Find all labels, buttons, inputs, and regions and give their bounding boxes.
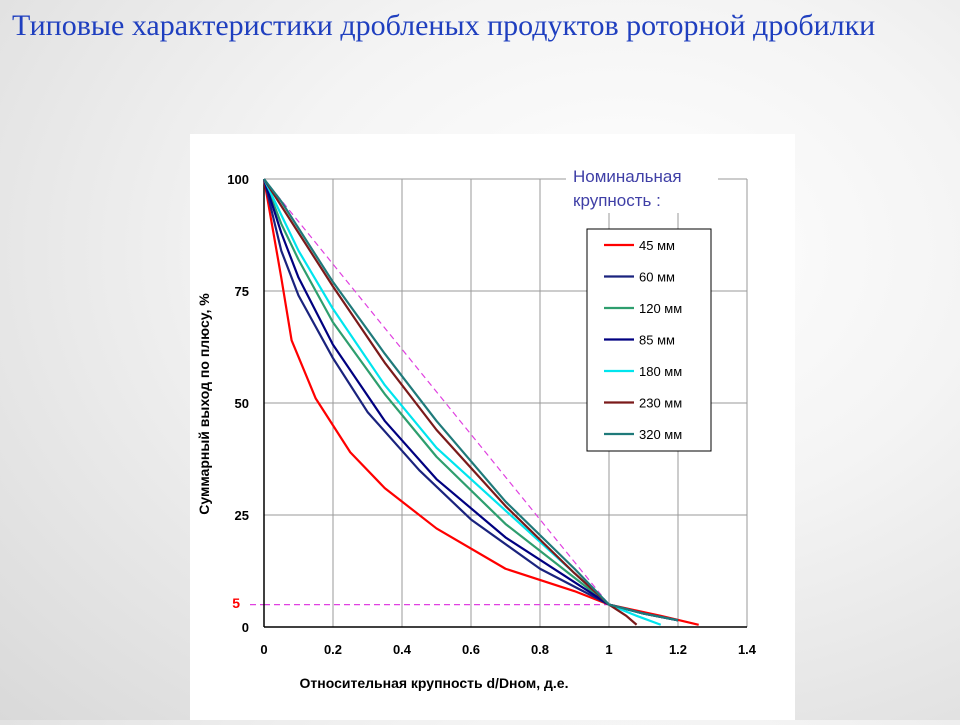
- x-tick-label: 0.6: [462, 642, 480, 657]
- slide-title: Типовые характеристики дробленых продукт…: [12, 9, 876, 42]
- x-tick-label: 0: [260, 642, 267, 657]
- x-tick-label: 0.4: [393, 642, 412, 657]
- legend-title-bg: [566, 161, 718, 213]
- legend-label: 320 мм: [639, 427, 682, 442]
- x-tick-label: 1.2: [669, 642, 687, 657]
- reference-line-diagonal: [263, 178, 610, 605]
- annotation-five: 5: [232, 595, 240, 611]
- x-axis-label: Относительная крупность d/Dном, д.е.: [300, 675, 569, 691]
- series-lines: [262, 178, 699, 626]
- y-tick-label: 25: [235, 508, 249, 523]
- y-tick-label: 0: [242, 620, 249, 635]
- y-tick-label: 100: [227, 172, 249, 187]
- x-tick-label: 1: [605, 642, 612, 657]
- legend-label: 230 мм: [639, 396, 682, 411]
- legend-label: 60 мм: [639, 270, 675, 285]
- series-line: [263, 178, 662, 626]
- y-axis-label: Суммарный выход по плюсу, %: [196, 293, 212, 515]
- legend-title-line: Номинальная: [573, 167, 682, 186]
- chart-panel: 0 0.2 0.4 0.6 0.8 1 1.2 1.4 0 25 50 75 100 Относител…: [190, 134, 795, 720]
- legend-label: 45 мм: [639, 238, 675, 253]
- legend-label: 180 мм: [639, 364, 682, 379]
- reference-lines: [250, 178, 610, 606]
- series-line: [263, 178, 679, 622]
- x-tick-label: 1.4: [738, 642, 757, 657]
- y-tick-label: 50: [235, 396, 249, 411]
- legend-label: 120 мм: [639, 301, 682, 316]
- x-tick-label: 0.2: [324, 642, 342, 657]
- legend-title: Номинальная крупность :: [566, 161, 718, 213]
- tick-labels: 0 0.2 0.4 0.6 0.8 1 1.2 1.4 0 25 50 75 100: [227, 172, 757, 657]
- y-tick-label: 75: [235, 284, 249, 299]
- series-line: [263, 178, 638, 626]
- line-chart: 0 0.2 0.4 0.6 0.8 1 1.2 1.4 0 25 50 75 100 Относител…: [196, 161, 757, 691]
- legend: 45 мм 60 мм 120 мм 85 мм 180 мм 230 мм 320 мм: [586, 228, 712, 452]
- x-tick-label: 0.8: [531, 642, 549, 657]
- legend-title-line: крупность :: [573, 191, 661, 210]
- axes: [263, 179, 747, 628]
- legend-label: 85 мм: [639, 333, 675, 348]
